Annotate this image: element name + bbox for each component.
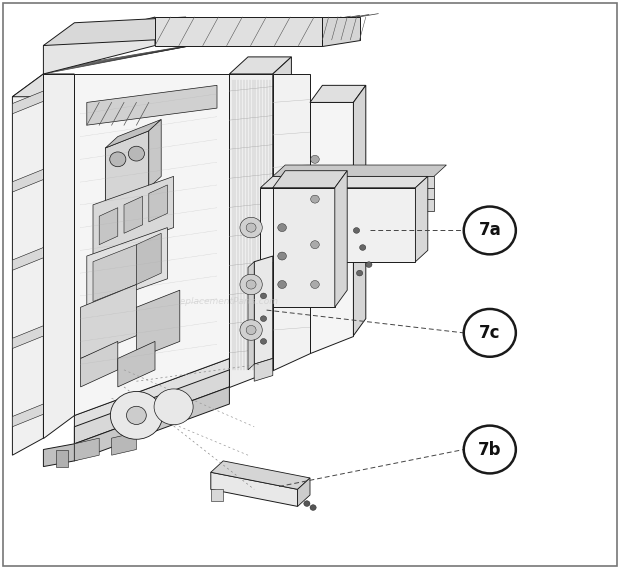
Circle shape: [260, 316, 267, 321]
Circle shape: [246, 325, 256, 335]
Polygon shape: [112, 432, 136, 455]
Polygon shape: [298, 478, 310, 506]
Polygon shape: [273, 74, 310, 370]
Polygon shape: [415, 176, 428, 262]
Circle shape: [110, 391, 162, 439]
Polygon shape: [74, 438, 99, 461]
Polygon shape: [56, 450, 68, 467]
Text: 7a: 7a: [479, 221, 501, 240]
Polygon shape: [273, 165, 446, 176]
Circle shape: [128, 146, 144, 161]
Polygon shape: [273, 57, 291, 370]
Polygon shape: [273, 199, 434, 211]
Polygon shape: [12, 169, 43, 192]
Polygon shape: [12, 248, 43, 270]
Circle shape: [311, 195, 319, 203]
Polygon shape: [12, 74, 74, 97]
Polygon shape: [260, 188, 415, 262]
Polygon shape: [43, 74, 74, 438]
Polygon shape: [273, 176, 434, 188]
Polygon shape: [322, 176, 347, 228]
Polygon shape: [74, 370, 229, 444]
Polygon shape: [211, 489, 223, 501]
Circle shape: [246, 223, 256, 232]
Circle shape: [464, 309, 516, 357]
Polygon shape: [105, 131, 149, 205]
Polygon shape: [43, 17, 155, 74]
Circle shape: [240, 274, 262, 295]
Polygon shape: [12, 325, 43, 348]
Circle shape: [366, 262, 372, 267]
Polygon shape: [43, 444, 74, 467]
Circle shape: [464, 207, 516, 254]
Circle shape: [311, 241, 319, 249]
Polygon shape: [310, 102, 353, 353]
Circle shape: [260, 339, 267, 344]
Circle shape: [304, 501, 310, 506]
Polygon shape: [310, 85, 366, 102]
Polygon shape: [229, 57, 291, 74]
Text: 7c: 7c: [479, 324, 500, 342]
Circle shape: [260, 293, 267, 299]
Polygon shape: [124, 196, 143, 233]
Polygon shape: [211, 461, 310, 489]
Polygon shape: [93, 245, 136, 302]
Polygon shape: [149, 119, 161, 188]
Polygon shape: [74, 74, 229, 415]
Circle shape: [311, 155, 319, 163]
Polygon shape: [254, 358, 273, 381]
Polygon shape: [136, 233, 161, 284]
Polygon shape: [93, 176, 174, 256]
Polygon shape: [322, 17, 360, 46]
Polygon shape: [12, 404, 43, 427]
Polygon shape: [43, 17, 186, 46]
Polygon shape: [353, 85, 366, 336]
Circle shape: [278, 252, 286, 260]
Circle shape: [110, 152, 126, 167]
Polygon shape: [105, 119, 161, 148]
Circle shape: [311, 281, 319, 288]
Circle shape: [278, 281, 286, 288]
Polygon shape: [273, 188, 434, 199]
Polygon shape: [248, 262, 254, 370]
Circle shape: [126, 406, 146, 424]
Polygon shape: [254, 256, 273, 364]
Polygon shape: [81, 284, 136, 358]
Polygon shape: [87, 85, 217, 125]
Text: 7b: 7b: [478, 440, 502, 459]
Circle shape: [240, 217, 262, 238]
Polygon shape: [335, 171, 347, 307]
Polygon shape: [81, 341, 118, 387]
Circle shape: [464, 426, 516, 473]
Circle shape: [310, 505, 316, 510]
Circle shape: [246, 280, 256, 289]
Circle shape: [240, 320, 262, 340]
Polygon shape: [229, 74, 273, 387]
Circle shape: [154, 389, 193, 424]
Polygon shape: [155, 17, 322, 46]
Polygon shape: [118, 341, 155, 387]
Circle shape: [360, 245, 366, 250]
Polygon shape: [74, 358, 229, 444]
Polygon shape: [74, 387, 229, 461]
Polygon shape: [273, 188, 335, 307]
Text: eReplacementParts.com: eReplacementParts.com: [168, 297, 278, 306]
Polygon shape: [260, 176, 428, 188]
Polygon shape: [12, 91, 43, 114]
Polygon shape: [12, 74, 43, 455]
Polygon shape: [136, 290, 180, 358]
Circle shape: [356, 270, 363, 276]
Polygon shape: [211, 472, 298, 506]
Polygon shape: [149, 185, 167, 222]
Polygon shape: [273, 171, 347, 188]
Polygon shape: [99, 208, 118, 245]
Circle shape: [353, 228, 360, 233]
Polygon shape: [87, 228, 167, 307]
Circle shape: [278, 224, 286, 232]
